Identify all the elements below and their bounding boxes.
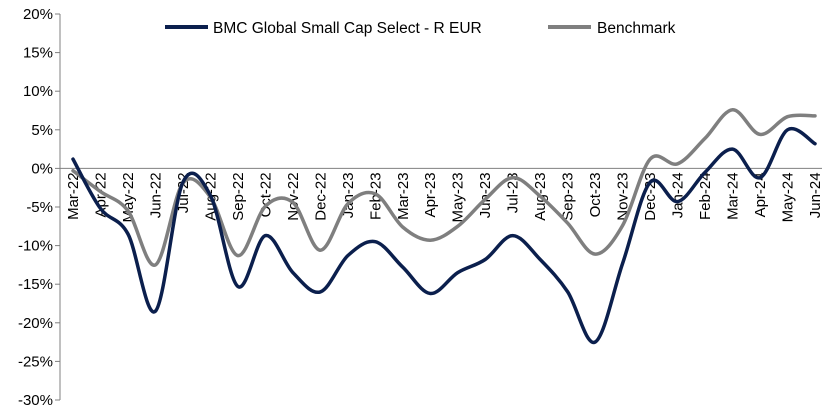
- y-tick-label: -30%: [18, 392, 53, 409]
- legend-label-benchmark: Benchmark: [597, 20, 676, 37]
- x-tick-label: Jun-23: [477, 172, 494, 218]
- x-tick-label: Feb-24: [697, 172, 714, 220]
- y-tick-label: 0%: [31, 160, 53, 177]
- x-tick-label: Oct-23: [587, 172, 604, 217]
- y-tick-label: -5%: [26, 199, 53, 216]
- y-tick-label: 10%: [23, 83, 53, 100]
- series-line-benchmark: [71, 107, 817, 267]
- x-tick-label: May-23: [450, 172, 467, 222]
- x-tick-label: Jun-24: [807, 172, 824, 218]
- x-tick-label: May-22: [120, 172, 137, 222]
- y-tick-label: -10%: [18, 238, 53, 255]
- x-tick-label: Sep-22: [230, 172, 247, 220]
- y-tick-label: -25%: [18, 353, 53, 370]
- series-line-bmc-global-small-cap-select-r-eur: [71, 126, 817, 344]
- x-tick-label: Sep-23: [560, 172, 577, 220]
- x-tick-label: Feb-23: [367, 172, 384, 220]
- x-tick-label: Dec-23: [642, 172, 659, 220]
- y-tick-label: 15%: [23, 45, 53, 62]
- y-tick-label: 20%: [23, 6, 53, 23]
- y-tick-label: 5%: [31, 122, 53, 139]
- x-tick-label: Apr-23: [422, 172, 439, 217]
- x-tick-label: Dec-22: [312, 172, 329, 220]
- x-tick-label: Apr-22: [92, 172, 109, 217]
- x-tick-label: Jul-23: [505, 172, 522, 213]
- x-tick-label: Oct-22: [257, 172, 274, 217]
- x-tick-label: Apr-24: [752, 172, 769, 217]
- x-tick-label: Mar-22: [65, 172, 82, 220]
- legend: BMC Global Small Cap Select - R EUR Bench…: [165, 20, 676, 37]
- x-tick-label: Jan-24: [670, 172, 687, 218]
- series-group: [71, 107, 817, 344]
- x-tick-label: Mar-23: [395, 172, 412, 220]
- legend-label-bmc-global-small-cap-select-r-eur: BMC Global Small Cap Select - R EUR: [213, 20, 482, 37]
- y-tick-label: -15%: [18, 276, 53, 293]
- y-tick-label: -20%: [18, 315, 53, 332]
- axes-group: 20% 15% 10% 5% 0% -5% -10% -15% -20% -25% -30% Mar-…: [18, 6, 824, 409]
- x-tick-label: May-24: [780, 172, 797, 222]
- x-tick-label: Nov-23: [615, 172, 632, 220]
- x-tick-label: Mar-24: [725, 172, 742, 220]
- x-tick-label: Jun-22: [147, 172, 164, 218]
